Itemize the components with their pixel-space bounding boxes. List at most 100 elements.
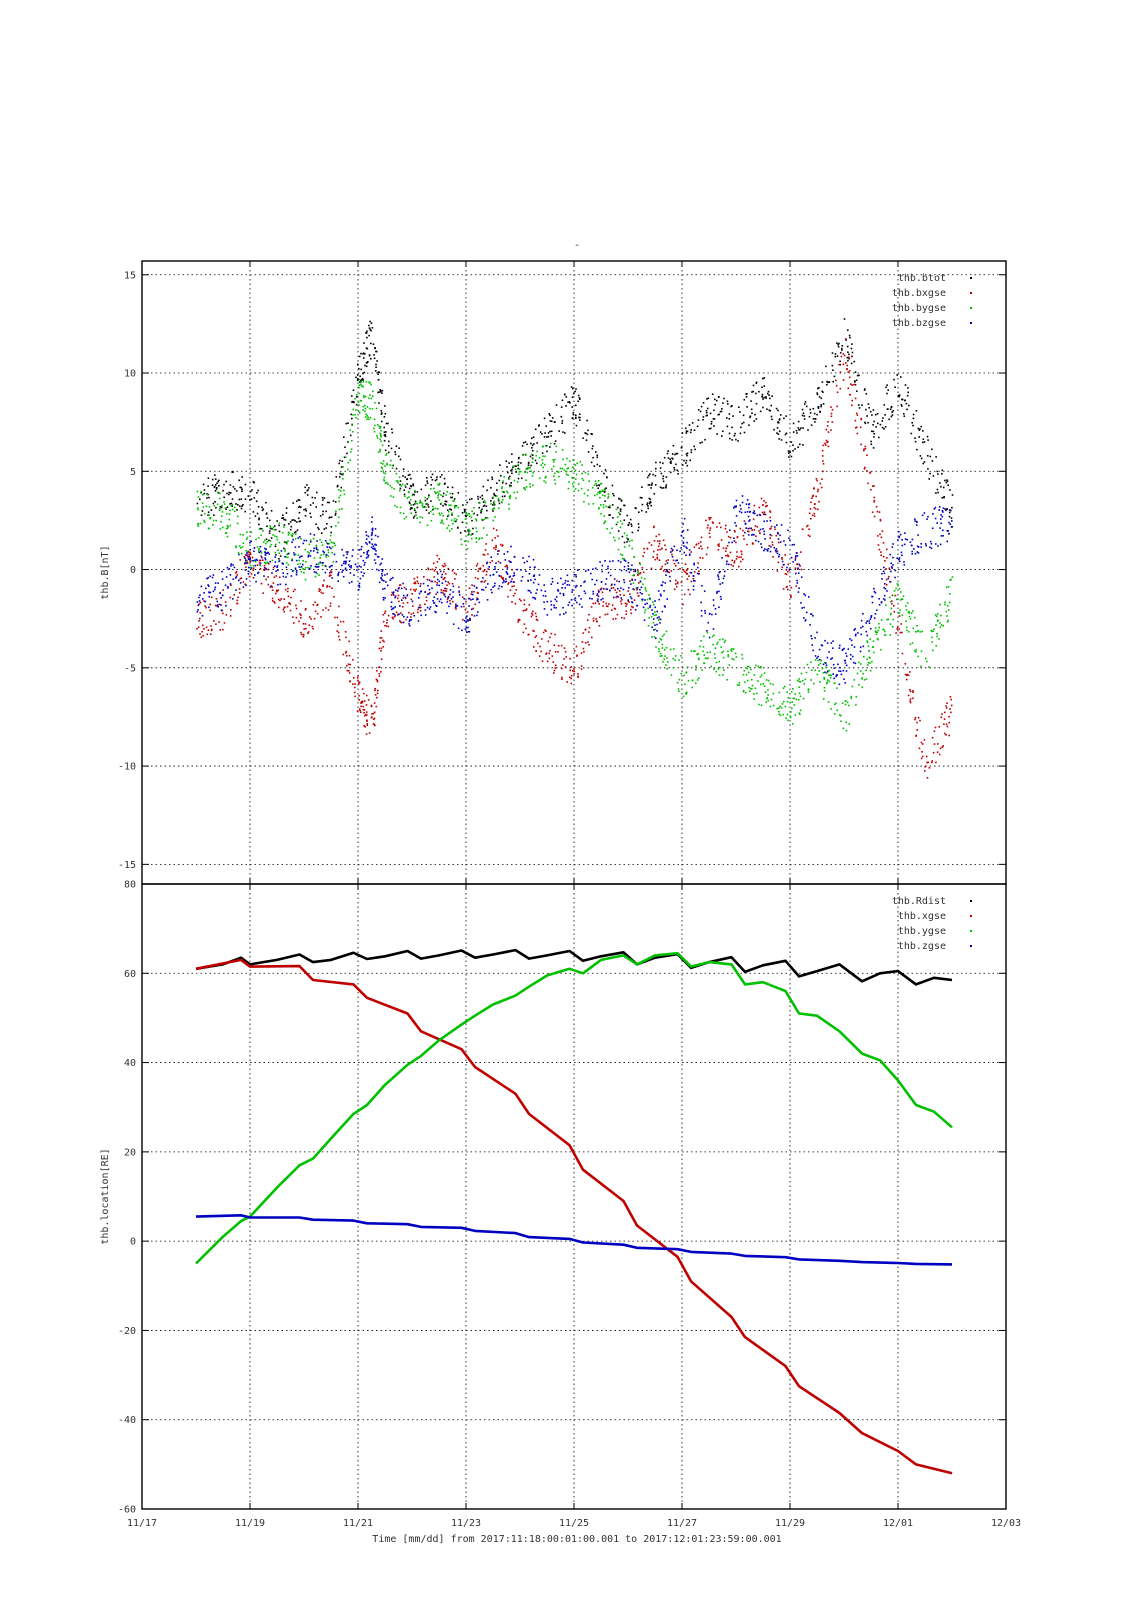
scatter-point <box>365 332 368 334</box>
scatter-point <box>228 513 231 515</box>
scatter-point <box>945 705 947 707</box>
scatter-point <box>251 556 254 559</box>
scatter-point <box>569 657 571 660</box>
scatter-point <box>641 567 644 569</box>
scatter-point <box>247 558 250 561</box>
scatter-point <box>759 676 762 678</box>
scatter-point <box>386 481 388 484</box>
scatter-point <box>482 485 485 488</box>
scatter-point <box>430 476 432 479</box>
scatter-point <box>476 514 479 516</box>
scatter-point <box>554 472 556 475</box>
scatter-point <box>454 606 457 609</box>
scatter-point <box>394 614 396 616</box>
scatter-point <box>731 439 733 441</box>
scatter-point <box>540 464 542 466</box>
scatter-point <box>909 671 911 673</box>
scatter-point <box>908 612 911 614</box>
scatter-point <box>482 564 484 567</box>
scatter-point <box>799 443 801 446</box>
scatter-point <box>286 605 289 608</box>
scatter-point <box>298 566 300 568</box>
scatter-point <box>344 567 347 570</box>
scatter-point <box>818 387 820 389</box>
scatter-point <box>321 564 324 567</box>
scatter-point <box>220 597 222 599</box>
scatter-point <box>322 499 324 501</box>
scatter-point <box>383 431 386 433</box>
scatter-point <box>242 534 244 536</box>
scatter-point <box>663 658 665 661</box>
scatter-point <box>740 556 742 558</box>
scatter-point <box>767 699 769 702</box>
scatter-point <box>652 473 654 476</box>
scatter-point <box>249 560 252 563</box>
scatter-point <box>826 642 829 644</box>
scatter-point <box>223 483 225 486</box>
scatter-point <box>785 569 788 571</box>
scatter-point <box>436 598 439 600</box>
scatter-point <box>252 569 254 571</box>
scatter-point <box>593 484 596 486</box>
scatter-point <box>340 466 343 468</box>
scatter-point <box>848 723 850 725</box>
scatter-point <box>742 529 744 532</box>
scatter-point <box>442 492 445 495</box>
scatter-point <box>284 588 287 591</box>
scatter-point <box>588 644 590 646</box>
scatter-point <box>360 571 363 573</box>
scatter-point <box>449 508 451 510</box>
scatter-point <box>596 594 598 596</box>
scatter-point <box>275 570 277 572</box>
scatter-point <box>382 463 384 465</box>
scatter-point <box>662 487 665 489</box>
scatter-point <box>248 575 251 578</box>
scatter-point <box>493 492 495 495</box>
scatter-point <box>429 606 432 608</box>
scatter-point <box>511 585 513 588</box>
scatter-point <box>749 687 752 690</box>
scatter-point <box>845 664 848 667</box>
scatter-point <box>748 424 750 426</box>
scatter-point <box>897 539 899 541</box>
scatter-point <box>581 606 583 608</box>
scatter-point <box>333 542 335 545</box>
scatter-point <box>639 580 642 583</box>
scatter-point <box>928 478 930 480</box>
scatter-point <box>880 554 882 556</box>
scatter-point <box>567 474 569 476</box>
scatter-point <box>404 476 407 478</box>
scatter-point <box>650 544 653 546</box>
scatter-point <box>941 509 944 512</box>
scatter-point <box>901 598 904 601</box>
scatter-point <box>436 591 439 594</box>
scatter-point <box>909 618 912 620</box>
scatter-point <box>266 525 268 527</box>
scatter-point <box>936 522 938 524</box>
scatter-point <box>430 519 433 522</box>
scatter-point <box>658 616 660 618</box>
scatter-point <box>831 421 834 423</box>
scatter-point <box>562 458 564 461</box>
scatter-point <box>246 552 248 554</box>
scatter-point <box>512 575 515 577</box>
scatter-point <box>636 604 638 607</box>
scatter-point <box>648 541 651 544</box>
scatter-point <box>745 396 748 398</box>
scatter-point <box>651 482 653 485</box>
scatter-point <box>566 457 568 460</box>
scatter-point <box>938 506 941 508</box>
scatter-point <box>919 631 921 633</box>
scatter-point <box>500 576 503 579</box>
scatter-point <box>394 595 397 597</box>
scatter-point <box>329 516 331 519</box>
scatter-point <box>862 645 865 648</box>
scatter-point <box>426 502 429 505</box>
scatter-point <box>239 577 242 580</box>
scatter-point <box>406 601 409 604</box>
scatter-point <box>898 394 901 396</box>
scatter-point <box>831 657 833 659</box>
scatter-point <box>313 557 316 559</box>
scatter-point <box>436 476 438 478</box>
scatter-point <box>712 628 715 630</box>
